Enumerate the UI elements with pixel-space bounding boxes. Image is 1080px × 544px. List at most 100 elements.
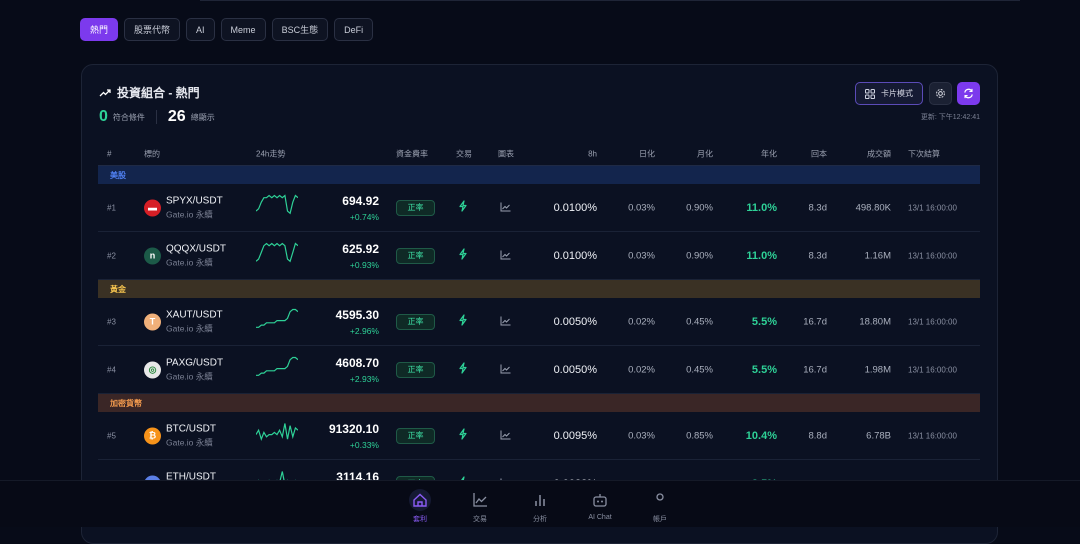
sparkline — [255, 193, 299, 214]
refresh-button[interactable] — [957, 82, 980, 105]
price: 4595.30 — [335, 307, 379, 322]
rate-monthly: 0.45% — [686, 316, 713, 327]
exchange: Gate.io 永續 — [166, 371, 213, 381]
symbol[interactable]: ETH/USDT — [166, 471, 216, 482]
rate-8h: 0.0050% — [553, 363, 597, 376]
table-row[interactable]: #3 T XAUT/USDT Gate.io 永續 4595.30 +2.96% 正… — [98, 298, 980, 346]
rate-yearly: 10.4% — [745, 429, 777, 442]
rate-8h: 0.0100% — [553, 201, 597, 214]
card-mode-label: 卡片模式 — [881, 89, 913, 98]
rate-daily: 0.03% — [628, 250, 655, 261]
table-row[interactable]: #2 n QQQX/USDT Gate.io 永續 625.92 +0.93% 正率… — [98, 232, 980, 280]
table-row[interactable]: #4 ◎ PAXG/USDT Gate.io 永續 4608.70 +2.93% 正… — [98, 346, 980, 394]
line-chart-icon — [500, 316, 511, 325]
rate-yearly: 11.0% — [746, 249, 777, 262]
col-8h: 8h — [588, 149, 597, 159]
payback-days: 8.3d — [808, 202, 828, 213]
symbol[interactable]: SPYX/USDT — [166, 195, 223, 206]
settings-button[interactable] — [929, 82, 952, 105]
nav-item-4[interactable]: 帳戶 — [630, 481, 690, 527]
chart-button[interactable] — [500, 361, 511, 379]
table-body: 美股 #1 ▬ SPYX/USDT Gate.io 永續 694.92 +0.74%… — [98, 166, 980, 508]
price-cell: 625.92 +0.93% — [342, 242, 379, 270]
group-header: 美股 — [98, 166, 980, 184]
price: 91320.10 — [328, 421, 379, 436]
paxg-coin-icon: ◎ — [144, 361, 161, 378]
volume: 18.80M — [859, 316, 891, 327]
group-header: 加密貨幣 — [98, 394, 980, 412]
table-row[interactable]: #1 ▬ SPYX/USDT Gate.io 永續 694.92 +0.74% 正率… — [98, 184, 980, 232]
trade-button[interactable] — [458, 199, 468, 217]
top-divider — [200, 0, 1020, 1]
chart-button[interactable] — [500, 199, 511, 217]
price-change: +2.96% — [349, 325, 379, 336]
sparkline — [256, 308, 299, 328]
col-trend: 24h走勢 — [256, 149, 286, 159]
rate-monthly: 0.90% — [686, 250, 713, 261]
chart-button[interactable] — [500, 313, 511, 331]
exchange: Gate.io 永續 — [166, 437, 213, 447]
robot-icon — [589, 489, 611, 511]
trade-button[interactable] — [458, 361, 468, 379]
symbol[interactable]: PAXG/USDT — [166, 357, 224, 368]
symbol[interactable]: XAUT/USDT — [166, 309, 223, 320]
xaut-coin-icon: T — [144, 313, 161, 330]
trade-button[interactable] — [458, 313, 468, 331]
table-row[interactable]: #5 ₿ BTC/USDT Gate.io 永續 91320.10 +0.33% 正… — [98, 412, 980, 460]
nav-label: 交易 — [473, 516, 487, 523]
next-settlement: 13/1 16:00:00 — [908, 317, 957, 326]
card-mode-button[interactable]: 卡片模式 — [855, 82, 923, 105]
price-change: +0.93% — [349, 259, 379, 270]
filter-chip-0[interactable]: 熱門 — [80, 18, 119, 41]
rate-daily: 0.02% — [628, 364, 655, 375]
nav-label: 套利 — [413, 516, 427, 523]
symbol[interactable]: BTC/USDT — [166, 423, 216, 434]
filter-chip-5[interactable]: DeFi — [334, 18, 374, 41]
col-next-settlement: 下次結算 — [908, 149, 940, 159]
filter-chip-3[interactable]: Meme — [220, 18, 266, 41]
filter-chip-2[interactable]: AI — [186, 18, 215, 41]
trade-chart-icon — [469, 489, 491, 511]
funding-badge: 正率 — [396, 361, 435, 378]
bar-chart-icon — [529, 489, 551, 511]
rank: #3 — [107, 317, 116, 326]
nav-item-3[interactable]: AI Chat — [570, 481, 630, 527]
chart-button[interactable] — [500, 427, 511, 445]
filter-chip-1[interactable]: 股票代幣 — [124, 18, 181, 41]
gear-icon — [936, 89, 945, 98]
sparkline — [255, 241, 299, 262]
volume: 6.78B — [866, 430, 891, 441]
exchange: Gate.io 永續 — [166, 257, 213, 267]
trade-button[interactable] — [458, 247, 468, 265]
col-rank: # — [107, 149, 112, 159]
exchange: Gate.io 永續 — [166, 323, 213, 333]
col-yearly: 年化 — [761, 149, 777, 159]
exchange: Gate.io 永續 — [166, 209, 213, 219]
rate-monthly: 0.45% — [686, 364, 713, 375]
filter-chip-4[interactable]: BSC生態 — [271, 18, 329, 41]
grid-icon — [865, 88, 875, 99]
trade-button[interactable] — [458, 427, 468, 445]
portfolio-title-text: 投資組合 - 熱門 — [117, 86, 200, 100]
symbol[interactable]: QQQX/USDT — [166, 243, 227, 254]
refresh-icon — [964, 88, 973, 99]
col-chart: 圖表 — [498, 149, 514, 159]
nav-item-0[interactable]: 套利 — [390, 481, 450, 527]
nav-label: 帳戶 — [653, 516, 667, 523]
col-symbol: 標的 — [144, 149, 160, 159]
spyx-coin-icon: ▬ — [144, 199, 161, 216]
price-change: +2.93% — [349, 373, 379, 384]
price-cell: 694.92 +0.74% — [342, 194, 379, 222]
price: 694.92 — [342, 193, 379, 208]
trend-cell — [256, 356, 299, 383]
rate-monthly: 0.85% — [686, 430, 713, 441]
price-cell: 91320.10 +0.33% — [329, 422, 379, 450]
next-settlement: 13/1 16:00:00 — [908, 365, 957, 374]
group-header: 黃金 — [98, 280, 980, 298]
chart-button[interactable] — [500, 247, 511, 265]
qqqx-coin-icon: n — [144, 247, 161, 264]
nav-item-2[interactable]: 分析 — [510, 481, 570, 527]
nav-item-1[interactable]: 交易 — [450, 481, 510, 527]
symbol-cell: BTC/USDT Gate.io 永續 — [166, 423, 216, 448]
line-chart-icon — [500, 202, 511, 211]
